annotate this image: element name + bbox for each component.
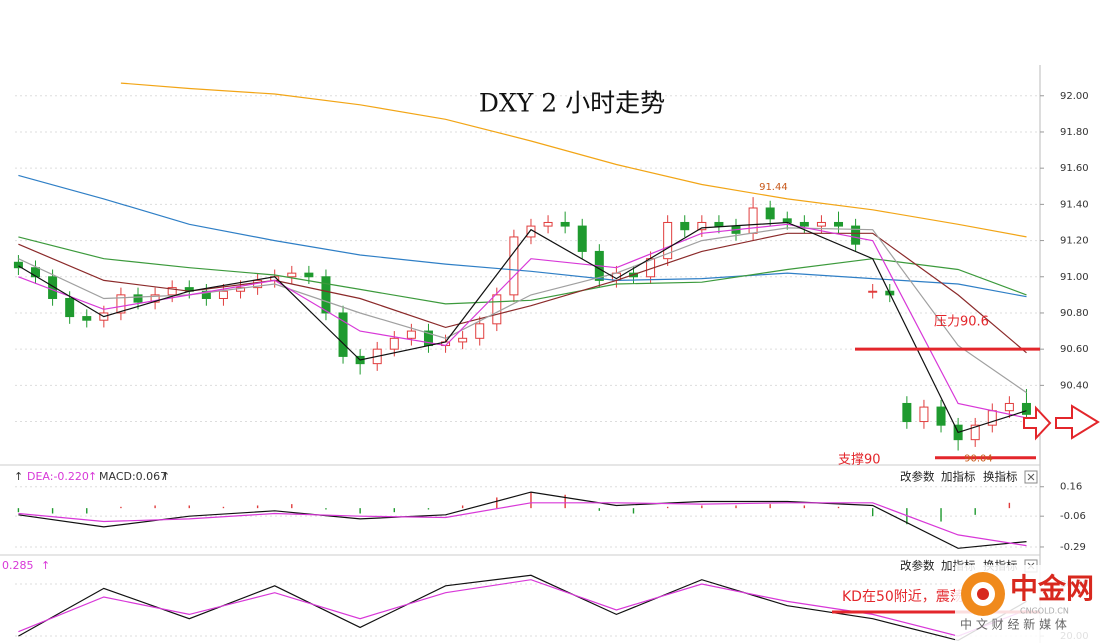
arrow-icon: ↑ [41, 559, 50, 572]
y-tick-label: 90.40 [1060, 380, 1089, 391]
arrow-icon: ↑ [161, 470, 170, 483]
logo-site: CNGOLD.CN [1020, 607, 1069, 616]
y-tick-label: 90.80 [1060, 308, 1089, 319]
chart-title: DXY 2 小时走势 [479, 89, 665, 118]
annotation: KD在50附近，震荡 [842, 589, 964, 605]
arrow-icon [1023, 404, 1100, 441]
candle-body [48, 276, 58, 299]
candle-body [338, 312, 348, 357]
candle-body [799, 221, 809, 227]
candle-body [748, 207, 758, 234]
indicator-label: 0.285 [2, 559, 34, 572]
candle-body [133, 294, 143, 303]
close-button[interactable] [1024, 470, 1038, 484]
candle-body [218, 290, 228, 299]
candle-body [406, 330, 416, 339]
toolbar-button[interactable]: 改参数 [900, 470, 935, 484]
candle-body [868, 290, 878, 293]
y-tick-label: 91.20 [1060, 236, 1089, 247]
toolbar-button[interactable]: 改参数 [900, 559, 935, 573]
candle-body [543, 221, 553, 227]
candle-body [902, 402, 912, 423]
candle-body [851, 225, 861, 245]
y-tick-label: -0.29 [1060, 542, 1086, 553]
candle-body [560, 221, 570, 227]
candle-body [65, 297, 75, 318]
y-tick-label: 91.00 [1060, 272, 1089, 283]
line-series [18, 579, 1027, 637]
plot-layer: 92.00 91.80 91.60 91.40 91.20 91.00 90.80 90.60… [13, 82, 1089, 642]
level-label: 压力90.6 [934, 315, 989, 330]
y-tick-label: 91.60 [1060, 163, 1089, 174]
toolbar-button[interactable]: 换指标 [983, 470, 1018, 484]
y-tick-label: 91.40 [1060, 199, 1089, 210]
candle-body [492, 294, 502, 325]
line-series [18, 223, 1027, 419]
toolbar-button[interactable]: 加指标 [941, 470, 976, 484]
candle-body [834, 221, 844, 227]
y-tick-label: 90.60 [1060, 344, 1089, 355]
line-series [120, 82, 1027, 238]
line-series [18, 221, 1027, 434]
extreme-label: 91.44 [759, 182, 788, 193]
logo-name: 中金网 [1010, 572, 1094, 605]
candle-body [389, 337, 399, 350]
y-tick-label: 92.00 [1060, 91, 1089, 102]
candle-body [167, 287, 177, 296]
candle-body [150, 294, 160, 303]
level-label: 支撑90 [838, 452, 881, 467]
candle-body [714, 221, 724, 227]
logo: 中金网 CNGOLD.CN 中 文 财 经 新 媒 体 [955, 565, 1116, 643]
candle-body [458, 337, 468, 343]
line-series [18, 174, 1027, 298]
y-tick-label: 91.80 [1060, 127, 1089, 138]
line-series [18, 491, 1027, 549]
candle-body [663, 221, 673, 260]
candle-body [304, 272, 314, 278]
candle-body [577, 225, 587, 252]
line-series [18, 574, 1027, 642]
candle-body [509, 236, 519, 296]
candle-body [970, 424, 980, 441]
candle-body [13, 261, 23, 269]
candle-body [475, 323, 485, 339]
line-series [18, 502, 1027, 547]
candle-body [201, 290, 211, 299]
candle-body [287, 272, 297, 278]
y-tick-label: -0.06 [1060, 511, 1086, 522]
candle-body [680, 221, 690, 231]
extreme-label: 90.04 [964, 454, 993, 465]
arrow-icon: ↑ [14, 470, 23, 483]
y-tick-label: 0.16 [1060, 482, 1082, 493]
indicator-label: MACD:0.067 [99, 470, 167, 483]
arrow-icon: ↑ [88, 470, 97, 483]
candle-body [321, 276, 331, 314]
candle-body [816, 221, 826, 227]
candle-body [1021, 402, 1031, 415]
candle-body [919, 406, 929, 423]
candle-body [1004, 402, 1014, 412]
candle-body [697, 221, 707, 231]
candle-body [936, 406, 946, 426]
logo-tagline: 中 文 财 经 新 媒 体 [960, 617, 1067, 632]
candle-body [82, 316, 92, 321]
indicator-label: DEA:-0.220 [27, 470, 89, 483]
candle-body [31, 267, 41, 278]
candle-body [116, 294, 126, 314]
candle-body [765, 207, 775, 220]
